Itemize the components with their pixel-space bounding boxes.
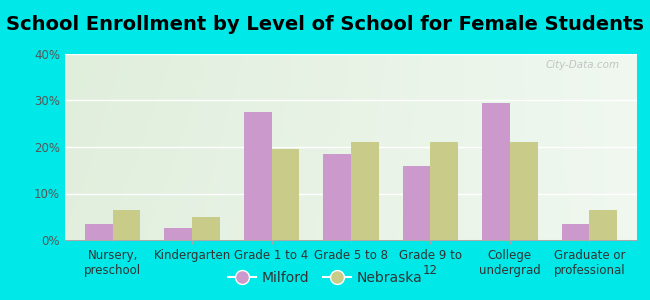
- Bar: [272, 149, 300, 240]
- Legend: Milford, Nebraska: Milford, Nebraska: [222, 265, 428, 290]
- Bar: [482, 103, 510, 240]
- Bar: [430, 142, 458, 240]
- Bar: [164, 228, 192, 240]
- Bar: [562, 224, 590, 240]
- Bar: [112, 210, 140, 240]
- Text: School Enrollment by Level of School for Female Students: School Enrollment by Level of School for…: [6, 15, 644, 34]
- Bar: [85, 224, 112, 240]
- Bar: [244, 112, 272, 240]
- Bar: [323, 154, 351, 240]
- Bar: [192, 217, 220, 240]
- Text: City-Data.com: City-Data.com: [546, 60, 620, 70]
- Bar: [590, 210, 617, 240]
- Bar: [510, 142, 538, 240]
- Bar: [402, 166, 430, 240]
- Bar: [351, 142, 379, 240]
